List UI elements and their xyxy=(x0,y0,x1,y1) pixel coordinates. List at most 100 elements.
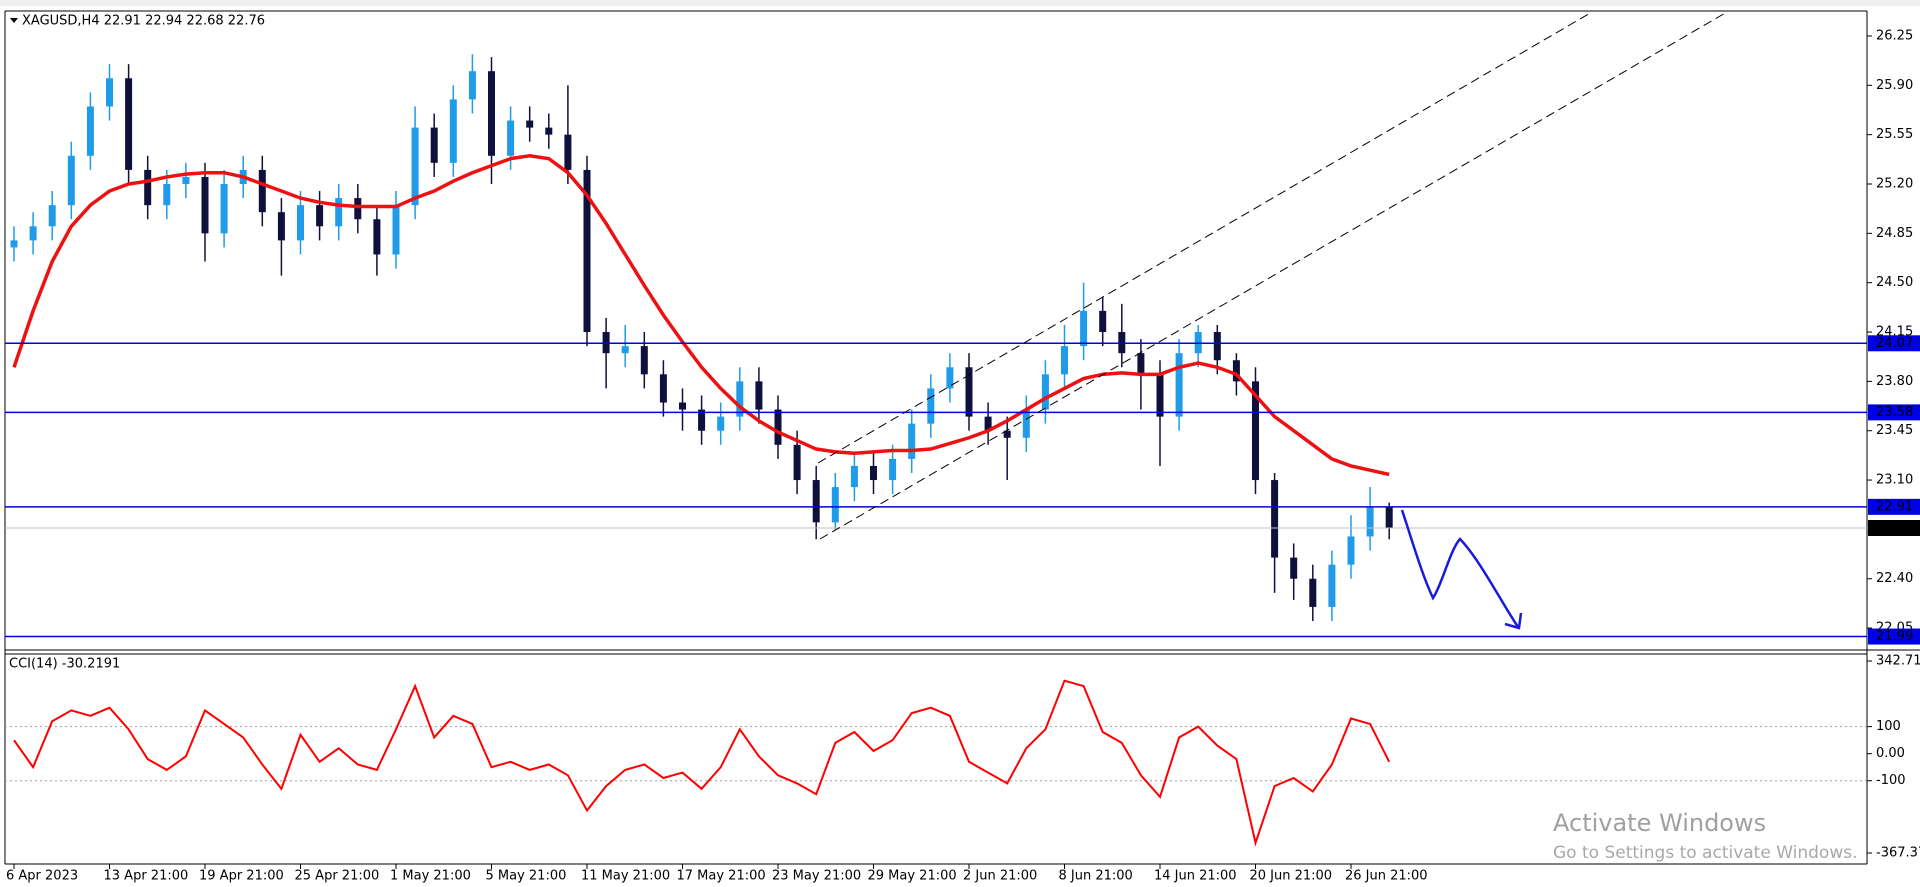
candle-body xyxy=(927,388,935,424)
candle-body xyxy=(889,458,897,481)
x-tick-label: 6 Apr 2023 xyxy=(6,869,78,884)
x-tick-label: 1 May 21:00 xyxy=(390,869,471,884)
candle-body xyxy=(1175,353,1183,417)
chart-title: XAGUSD,H4 22.91 22.94 22.68 22.76 xyxy=(22,14,265,29)
cci-line xyxy=(13,679,1391,847)
candle-body xyxy=(755,381,763,410)
candle-body xyxy=(850,465,858,488)
candle-body xyxy=(277,212,285,241)
x-tick-label: 5 May 21:00 xyxy=(486,869,567,884)
candle-body xyxy=(736,381,744,417)
level-box xyxy=(1868,498,1920,515)
candle-body xyxy=(29,226,37,241)
candle-body xyxy=(468,71,476,100)
candle-body xyxy=(86,106,94,156)
x-tick-label: 8 Jun 21:00 xyxy=(1059,869,1133,884)
candle-body xyxy=(411,127,419,206)
candle-body xyxy=(1366,506,1374,537)
candle-body xyxy=(1022,409,1030,438)
candle-body xyxy=(163,183,171,206)
candle-body xyxy=(316,205,324,227)
x-tick-label: 20 Jun 21:00 xyxy=(1250,869,1333,884)
x-tick-label: 19 Apr 21:00 xyxy=(199,869,284,884)
candle-body xyxy=(1041,374,1049,410)
y-tick-label: -100 xyxy=(1876,773,1906,788)
y-tick-label: 23.45 xyxy=(1876,423,1913,438)
candle-body xyxy=(640,346,648,375)
candle-body xyxy=(125,78,133,170)
candle-body xyxy=(430,127,438,163)
x-tick-label: 26 Jun 21:00 xyxy=(1345,869,1428,884)
level-label: 23.58 xyxy=(1876,405,1913,420)
y-tick-label: 23.80 xyxy=(1876,374,1913,389)
candle-body xyxy=(870,465,877,481)
candle-body xyxy=(774,409,782,445)
level-label: 21.99 xyxy=(1876,629,1913,644)
hand-drawn-arrow xyxy=(1400,509,1523,630)
candle-body xyxy=(10,240,18,248)
x-tick-label: 14 Jun 21:00 xyxy=(1154,869,1237,884)
candle-body xyxy=(1213,332,1221,361)
candle-body xyxy=(1137,353,1145,375)
candle-body xyxy=(392,205,400,255)
y-tick-label: 0.00 xyxy=(1876,746,1905,761)
candle-body xyxy=(1232,360,1240,382)
candle-body xyxy=(545,127,553,135)
y-tick-label: 100 xyxy=(1876,719,1901,734)
y-tick-label: 25.55 xyxy=(1876,127,1913,142)
watermark-title: Activate Windows xyxy=(1553,809,1766,837)
y-tick-label: 25.90 xyxy=(1876,78,1913,93)
candle-body xyxy=(1347,536,1355,565)
candle-body xyxy=(449,99,457,163)
candle-body xyxy=(793,444,801,481)
candle-body xyxy=(965,367,973,417)
level-box xyxy=(1868,628,1920,645)
candle-body xyxy=(1080,310,1088,347)
candle-body xyxy=(1003,430,1011,438)
candle-body xyxy=(564,134,572,170)
y-tick-label: 26.25 xyxy=(1876,28,1913,43)
current-price-label: 22.76 xyxy=(1876,520,1913,535)
candle-body xyxy=(1061,346,1068,375)
watermark-subtitle: Go to Settings to activate Windows. xyxy=(1553,843,1858,863)
candle-body xyxy=(621,346,629,354)
tab-strip xyxy=(0,0,1920,6)
current-price-box xyxy=(1868,519,1920,536)
menu-triangle[interactable] xyxy=(10,18,18,23)
x-tick-label: 13 Apr 21:00 xyxy=(104,869,189,884)
candle-body xyxy=(812,480,820,523)
level-label: 24.07 xyxy=(1876,336,1913,351)
candle-body xyxy=(984,416,992,431)
candle-body xyxy=(182,176,190,184)
candle-body xyxy=(908,423,916,459)
candle-body xyxy=(1271,480,1279,558)
candle-body xyxy=(1252,381,1259,481)
candle-body xyxy=(354,198,362,220)
candle-body xyxy=(220,183,228,234)
moving-average xyxy=(12,154,1390,477)
indicator-title: CCI(14) -30.2191 xyxy=(9,657,120,672)
x-tick-label: 23 May 21:00 xyxy=(772,869,861,884)
candle-body xyxy=(583,169,591,333)
y-tick-label: 22.40 xyxy=(1876,571,1913,586)
price-panel: 26.2525.9025.5525.2024.8524.5024.1523.80… xyxy=(5,28,1920,884)
candle-body xyxy=(659,374,667,403)
y-tick-label: 25.20 xyxy=(1876,176,1913,191)
y-tick-label: 23.10 xyxy=(1876,473,1913,488)
candle-body xyxy=(698,409,706,431)
candle-body xyxy=(1385,506,1393,528)
candle-body xyxy=(373,219,381,255)
level-box xyxy=(1868,335,1920,352)
channel-line xyxy=(819,11,1728,540)
candle-body xyxy=(201,176,209,234)
x-tick-label: 11 May 21:00 xyxy=(581,869,670,884)
candle-body xyxy=(488,71,495,156)
candle-body xyxy=(67,155,75,206)
candle-body xyxy=(335,198,343,227)
candle-body xyxy=(717,416,725,431)
x-tick-label: 29 May 21:00 xyxy=(868,869,957,884)
y-tick-label: -367.374 xyxy=(1876,846,1920,861)
drawings xyxy=(817,11,1728,630)
y-tick-label: 24.85 xyxy=(1876,226,1913,241)
